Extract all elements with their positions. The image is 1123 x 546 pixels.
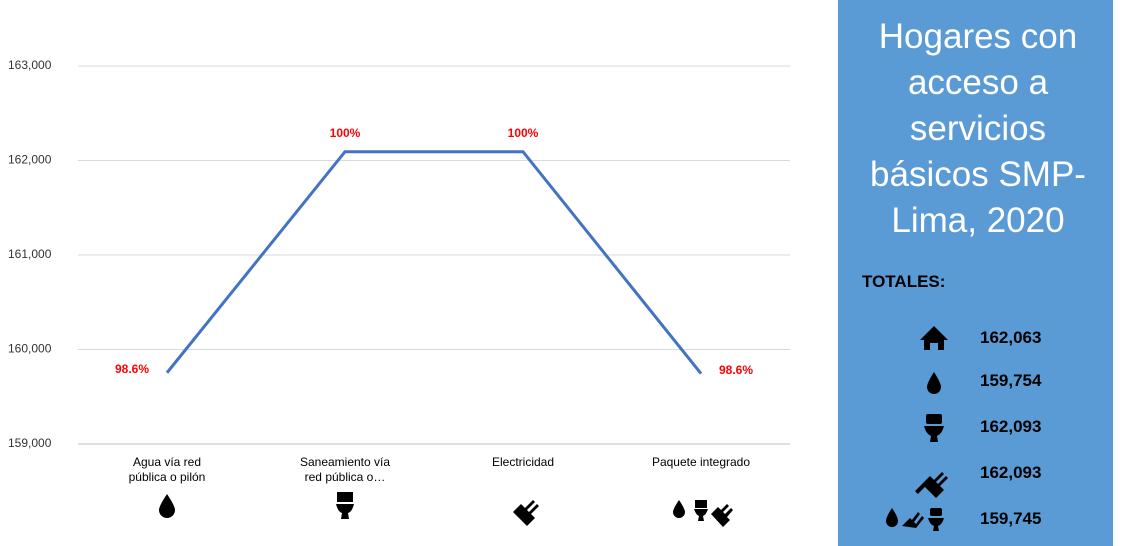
y-tick-label: 160,000 [8, 342, 52, 356]
plug-icon [915, 472, 948, 498]
point-label: 100% [508, 126, 539, 140]
category-icon [513, 500, 539, 526]
x-tick-label: Agua vía red pública o pilón [128, 455, 206, 484]
total-value: 159,745 [980, 509, 1042, 528]
y-tick-label: 159,000 [8, 436, 52, 450]
totals-label: TOTALES: [862, 272, 946, 291]
icons [886, 326, 948, 531]
category-icon [673, 500, 733, 527]
drop-icon [927, 372, 941, 394]
category-icon [336, 492, 354, 519]
house-icon [920, 326, 948, 350]
y-tick-label: 163,000 [8, 58, 52, 72]
chart: 159,000 160,000 161,000 162,000 163,000 98.6%… [8, 58, 790, 527]
x-tick-label: Saneamiento vía red pública o… [299, 455, 391, 484]
y-tick-label: 161,000 [8, 247, 52, 261]
point-label: 100% [330, 126, 361, 140]
panel-title: Hogares con acceso a servicios básicos S… [870, 17, 1086, 240]
data-line [165, 150, 703, 375]
total-value: 159,754 [980, 371, 1042, 390]
summary-panel: Hogares con acceso a servicios básicos S… [838, 0, 1113, 546]
x-tick-label: Electricidad [491, 455, 555, 469]
combined-icon [886, 508, 944, 531]
point-label: 98.6% [719, 363, 753, 377]
point-label: 98.6% [115, 362, 149, 376]
x-tick-label: Paquete integrado [651, 455, 751, 469]
total-value: 162,093 [980, 463, 1042, 482]
panel-icons [886, 326, 948, 531]
category-icon [159, 494, 175, 518]
y-tick-label: 162,000 [8, 153, 52, 167]
toilet-icon [924, 414, 944, 442]
total-value: 162,093 [980, 417, 1042, 436]
total-value: 162,063 [980, 328, 1042, 347]
